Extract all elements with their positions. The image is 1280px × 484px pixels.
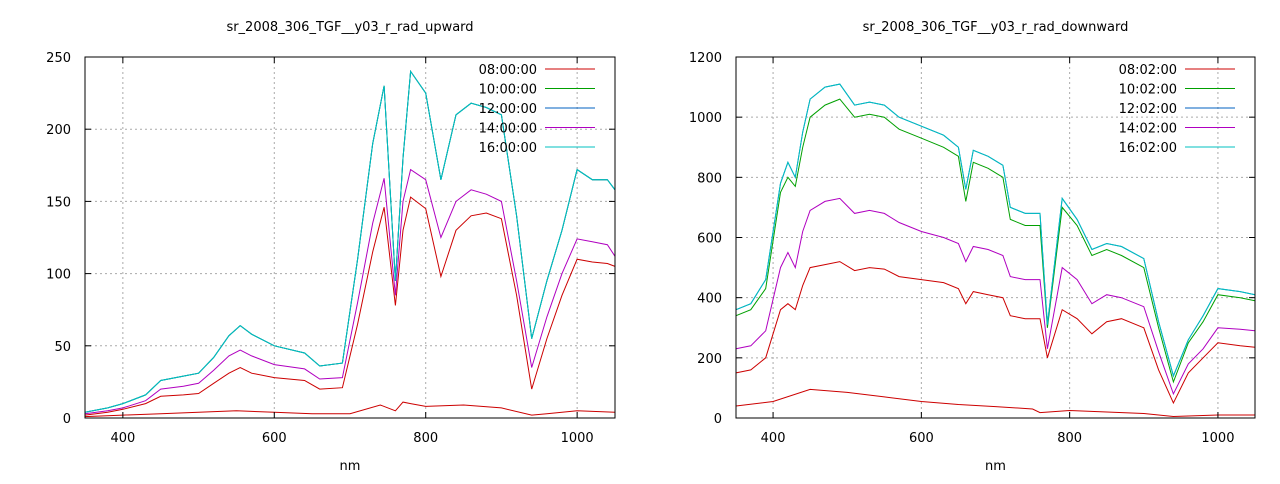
series-line	[84, 196, 616, 416]
legend-label: 08:02:00	[1119, 63, 1177, 78]
y-tick-label: 0	[714, 412, 722, 427]
y-tick-label: 200	[46, 123, 71, 138]
x-tick-label: 800	[413, 431, 438, 446]
series-line	[735, 98, 1256, 384]
chart-1: 400 600 800 1000 0 50 100 150 200 250 sr_2008_306_…	[46, 20, 616, 474]
series-line	[84, 401, 616, 418]
y-tick-label: 1200	[689, 51, 722, 66]
chart-title: sr_2008_306_TGF__y03_r_rad_downward	[863, 20, 1129, 35]
x-tick-label: 800	[1057, 431, 1082, 446]
x-axis-label: nm	[340, 459, 361, 474]
legend-label: 14:02:00	[1119, 122, 1177, 137]
legend-label: 10:00:00	[479, 83, 537, 98]
legend-label: 16:02:00	[1119, 141, 1177, 156]
x-tick-label: 400	[761, 431, 786, 446]
x-tick-label: 600	[262, 431, 287, 446]
x-axis-label: nm	[985, 459, 1006, 474]
x-tick-label: 600	[909, 431, 934, 446]
series-line	[735, 388, 1255, 418]
y-tick-label: 400	[697, 292, 722, 307]
y-tick-label: 250	[46, 51, 71, 66]
series-line	[84, 69, 616, 413]
y-tick-label: 0	[63, 412, 71, 427]
plot-frame	[84, 56, 616, 419]
series-line	[735, 197, 1256, 396]
y-tick-label: 150	[46, 195, 71, 210]
chart-2: 400 600 800 1000 0 200 400 600 800 1000 1200 sr_200…	[689, 20, 1256, 474]
series-line	[735, 83, 1256, 378]
y-tick-label: 600	[697, 232, 722, 247]
legend-label: 12:00:00	[479, 102, 537, 117]
x-tick-label: 1000	[561, 431, 594, 446]
x-tick-label: 400	[110, 431, 135, 446]
y-tick-label: 100	[46, 268, 71, 283]
legend-label: 10:02:00	[1119, 83, 1177, 98]
series-line	[84, 168, 616, 415]
legend-label: 12:02:00	[1119, 102, 1177, 117]
series-line	[735, 261, 1256, 405]
legend-label: 16:00:00	[479, 141, 537, 156]
x-tick-label: 1000	[1201, 431, 1234, 446]
y-tick-label: 1000	[689, 111, 722, 126]
y-tick-label: 50	[54, 340, 71, 355]
chart-title: sr_2008_306_TGF__y03_r_rad_upward	[226, 20, 473, 35]
series-line	[735, 83, 1256, 378]
legend-label: 08:00:00	[479, 63, 537, 78]
y-tick-label: 800	[697, 171, 722, 186]
y-tick-label: 200	[697, 352, 722, 367]
legend-label: 14:00:00	[479, 122, 537, 137]
